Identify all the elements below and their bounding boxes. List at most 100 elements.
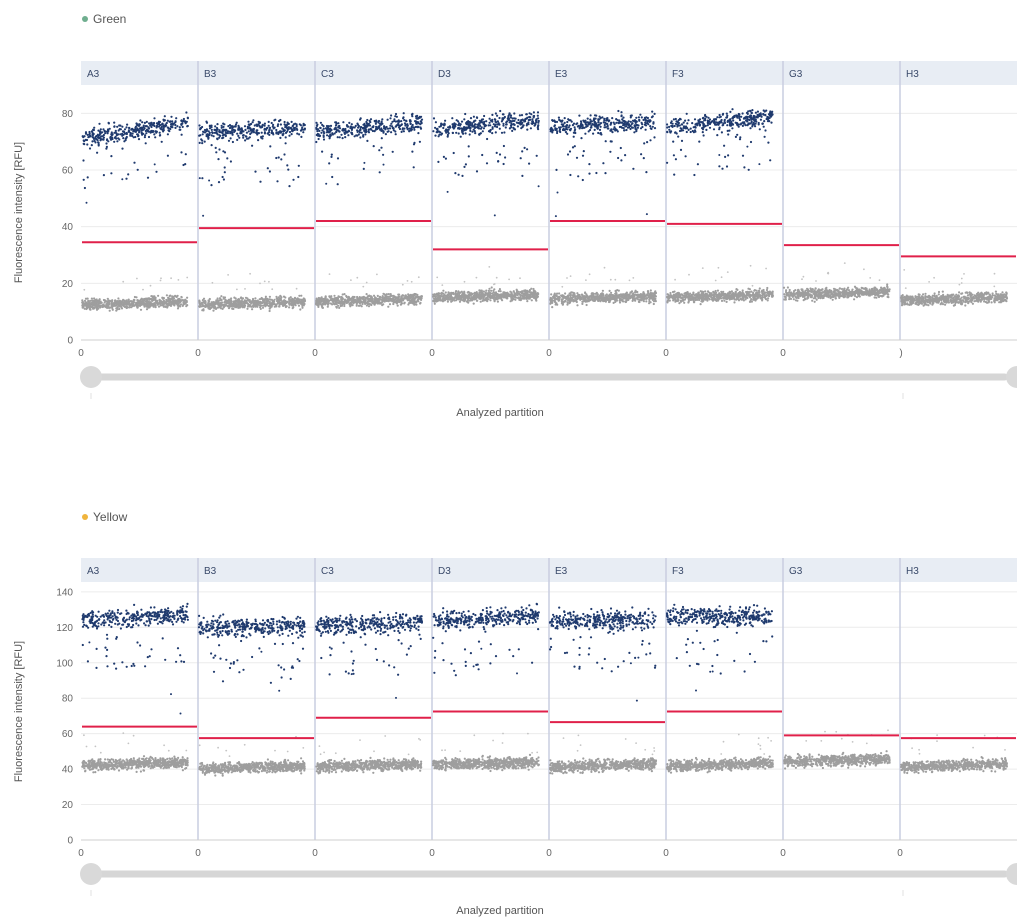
negative-partition-point — [271, 288, 274, 291]
negative-partition-point — [441, 297, 445, 300]
positive-partition-point — [83, 135, 86, 138]
positive-partition-point — [558, 126, 561, 129]
negative-partition-point — [89, 299, 92, 302]
negative-partition-point — [254, 297, 257, 300]
negative-partition-point — [439, 298, 442, 301]
positive-partition-point — [119, 133, 122, 136]
positive-partition-point — [136, 123, 139, 126]
positive-partition-point — [129, 134, 132, 137]
positive-partition-point — [167, 129, 170, 132]
negative-partition-point — [358, 304, 361, 307]
negative-partition-point — [234, 297, 237, 300]
negative-partition-point — [636, 295, 639, 298]
positive-partition-point — [521, 174, 524, 177]
positive-partition-point — [237, 134, 240, 137]
negative-partition-point — [440, 291, 443, 294]
positive-partition-point — [316, 128, 320, 131]
positive-partition-point — [569, 129, 572, 132]
positive-partition-point — [609, 150, 612, 153]
positive-partition-point — [459, 135, 462, 138]
positive-partition-point — [167, 127, 170, 130]
positive-partition-point — [464, 132, 467, 135]
negative-partition-point — [112, 304, 116, 307]
positive-partition-point — [303, 128, 306, 131]
positive-partition-point — [625, 128, 628, 132]
positive-partition-point — [623, 120, 626, 123]
well-b3[interactable]: B30 — [195, 61, 314, 359]
negative-partition-point — [496, 294, 499, 297]
negative-partition-point — [520, 297, 523, 300]
positive-partition-point — [257, 123, 260, 126]
negative-partition-point — [458, 300, 462, 303]
positive-partition-point — [532, 111, 536, 114]
positive-partition-point — [491, 118, 494, 121]
positive-partition-point — [93, 126, 96, 129]
negative-partition-point — [301, 303, 304, 306]
positive-partition-point — [587, 122, 590, 125]
positive-partition-point — [622, 124, 625, 127]
negative-partition-point — [270, 304, 273, 307]
negative-partition-point — [457, 291, 460, 294]
well-e3[interactable]: E30 — [546, 61, 665, 359]
positive-partition-point — [279, 118, 282, 122]
negative-partition-point — [234, 302, 237, 305]
negative-partition-point — [137, 301, 140, 304]
negative-partition-point — [382, 303, 385, 306]
positive-partition-point — [606, 117, 609, 120]
positive-partition-point — [437, 160, 440, 163]
positive-partition-point — [254, 170, 257, 173]
negative-partition-point — [168, 297, 171, 300]
green-legend-dot — [82, 16, 88, 22]
green-legend[interactable]: Green — [82, 12, 126, 26]
negative-partition-point — [261, 306, 265, 309]
negative-partition-point — [250, 302, 253, 305]
negative-partition-point — [647, 291, 650, 295]
negative-partition-point — [442, 299, 446, 302]
negative-partition-point — [280, 301, 283, 304]
negative-partition-point — [467, 290, 470, 294]
negative-partition-point — [499, 290, 502, 293]
negative-partition-point — [326, 302, 329, 306]
positive-partition-point — [443, 124, 446, 127]
negative-partition-point — [350, 279, 352, 281]
negative-partition-point — [185, 305, 188, 308]
negative-partition-point — [137, 304, 140, 307]
negative-partition-point — [652, 302, 655, 306]
positive-partition-point — [377, 125, 380, 128]
positive-partition-point — [569, 119, 572, 122]
negative-partition-point — [553, 292, 556, 295]
negative-partition-point — [179, 305, 182, 308]
positive-partition-point — [588, 163, 591, 166]
well-c3[interactable]: C30 — [312, 61, 431, 359]
positive-partition-point — [124, 132, 127, 135]
negative-partition-point — [170, 277, 173, 280]
positive-partition-point — [182, 119, 185, 123]
positive-partition-point — [213, 131, 216, 134]
positive-partition-point — [452, 151, 455, 155]
positive-partition-point — [537, 124, 540, 127]
positive-partition-point — [110, 131, 113, 134]
positive-partition-point — [488, 121, 491, 124]
positive-partition-point — [263, 132, 266, 135]
negative-partition-point — [553, 295, 556, 298]
negative-partition-point — [89, 302, 92, 305]
positive-partition-point — [506, 120, 509, 123]
well-d3[interactable]: D30 — [429, 61, 548, 359]
positive-partition-point — [516, 125, 520, 128]
positive-partition-point — [300, 135, 303, 138]
negative-partition-point — [364, 296, 367, 299]
positive-partition-point — [419, 126, 422, 129]
well-a3[interactable]: A30 — [78, 69, 197, 359]
positive-partition-point — [255, 129, 258, 132]
positive-partition-point — [216, 137, 219, 140]
positive-partition-point — [412, 166, 415, 169]
negative-partition-point — [387, 293, 390, 296]
negative-partition-point — [420, 298, 423, 301]
negative-partition-point — [599, 296, 602, 299]
positive-partition-point — [131, 134, 134, 138]
positive-partition-point — [482, 122, 486, 125]
negative-partition-point — [271, 301, 274, 304]
positive-partition-point — [272, 123, 275, 126]
positive-partition-point — [234, 129, 237, 132]
